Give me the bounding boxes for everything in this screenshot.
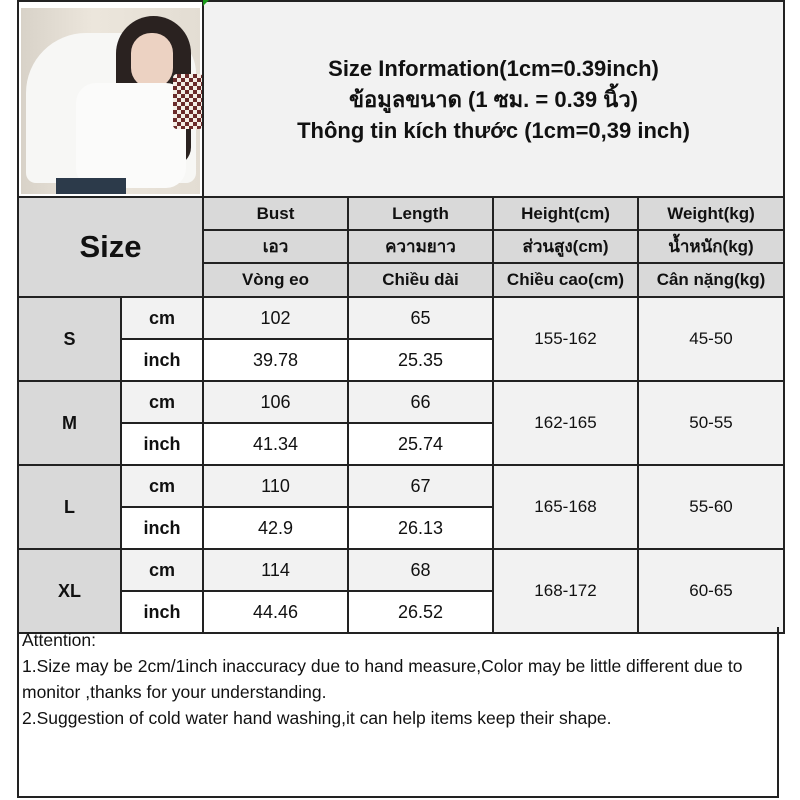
weight-range: 45-50 [637, 296, 785, 382]
unit-inch: inch [120, 422, 204, 466]
bust-cm: 106 [202, 380, 349, 424]
table-row-xl-cm: XL cm 114 68 168-172 60-65 [17, 548, 785, 634]
title-english: Size Information(1cm=0.39inch) [328, 55, 659, 81]
attention-notes: Attention: 1.Size may be 2cm/1inch inacc… [17, 627, 779, 798]
header-length-vi: Chiều dài [347, 262, 494, 298]
size-label-l: L [17, 464, 122, 550]
weight-range: 50-55 [637, 380, 785, 466]
unit-inch: inch [120, 338, 204, 382]
header-bust-en: Bust [202, 196, 349, 231]
unit-inch: inch [120, 590, 204, 634]
header-length-en: Length [347, 196, 494, 231]
bust-cm: 114 [202, 548, 349, 592]
size-label-xl: XL [17, 548, 122, 634]
height-range: 162-165 [492, 380, 639, 466]
length-cm: 66 [347, 380, 494, 424]
bust-inch: 39.78 [202, 338, 349, 382]
product-photo-cell [17, 0, 204, 198]
unit-cm: cm [120, 380, 204, 424]
bust-inch: 44.46 [202, 590, 349, 634]
size-label-s: S [17, 296, 122, 382]
attention-note-1: 1.Size may be 2cm/1inch inaccuracy due t… [22, 656, 748, 702]
bust-inch: 42.9 [202, 506, 349, 550]
length-cm: 68 [347, 548, 494, 592]
weight-range: 55-60 [637, 464, 785, 550]
length-cm: 67 [347, 464, 494, 508]
unit-inch: inch [120, 506, 204, 550]
title-vietnamese: Thông tin kích thước (1cm=0,39 inch) [297, 117, 690, 143]
table-row-l-inch: inch 42.9 26.13 [18, 506, 784, 550]
length-inch: 25.74 [347, 422, 494, 466]
title-thai: ข้อมูลขนาด (1 ซม. = 0.39 นิ้ว) [348, 86, 638, 112]
table-row-s-cm: S cm 102 65 155-162 45-50 [17, 296, 785, 382]
size-header: Size [17, 196, 204, 298]
height-range: 165-168 [492, 464, 639, 550]
table-row-xl-inch: inch 44.46 26.52 [18, 590, 784, 634]
weight-range: 60-65 [637, 548, 785, 634]
bust-inch: 41.34 [202, 422, 349, 466]
header-length-th: ความยาว [347, 229, 494, 264]
header-height-en: Height(cm) [492, 196, 639, 231]
bust-cm: 102 [202, 296, 349, 340]
attention-note-2: 2.Suggestion of cold water hand washing,… [22, 708, 612, 728]
table-row-l-cm: L cm 110 67 165-168 55-60 [17, 464, 785, 550]
header-weight-en: Weight(kg) [637, 196, 785, 231]
length-cm: 65 [347, 296, 494, 340]
unit-cm: cm [120, 548, 204, 592]
attention-heading: Attention: [22, 630, 96, 650]
header-height-vi: Chiều cao(cm) [492, 262, 639, 298]
unit-cm: cm [120, 464, 204, 508]
header-weight-th: น้ำหนัก(kg) [637, 229, 785, 264]
cell-marker [203, 0, 209, 6]
length-inch: 26.13 [347, 506, 494, 550]
header-bust-th: เอว [202, 229, 349, 264]
table-row-m-cm: M cm 106 66 162-165 50-55 [17, 380, 785, 466]
header-bust-vi: Vòng eo [202, 262, 349, 298]
header-height-th: ส่วนสูง(cm) [492, 229, 639, 264]
product-photo [21, 8, 201, 194]
header-weight-vi: Cân nặng(kg) [637, 262, 785, 298]
height-range: 155-162 [492, 296, 639, 382]
height-range: 168-172 [492, 548, 639, 634]
size-label-m: M [17, 380, 122, 466]
length-inch: 26.52 [347, 590, 494, 634]
unit-cm: cm [120, 296, 204, 340]
table-row-s-inch: inch 39.78 25.35 [18, 338, 784, 382]
size-chart-table: Size Information(1cm=0.39inch) ข้อมูลขนา… [17, 0, 785, 634]
table-row-m-inch: inch 41.34 25.74 [18, 422, 784, 466]
bust-cm: 110 [202, 464, 349, 508]
title-cell: Size Information(1cm=0.39inch) ข้อมูลขนา… [202, 0, 785, 198]
length-inch: 25.35 [347, 338, 494, 382]
